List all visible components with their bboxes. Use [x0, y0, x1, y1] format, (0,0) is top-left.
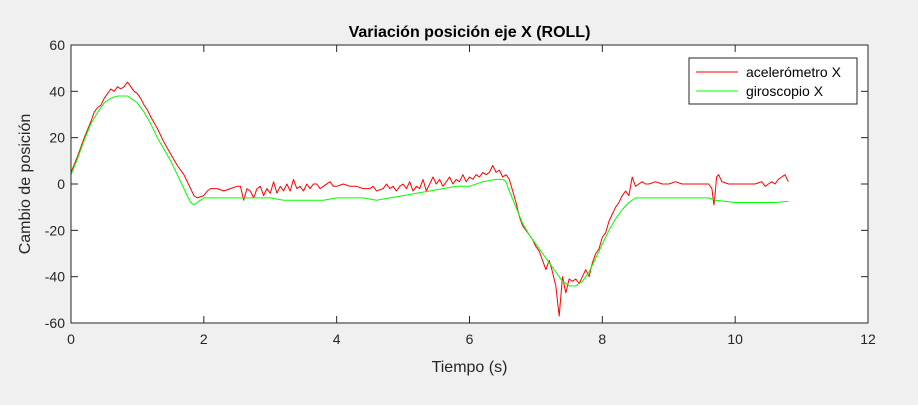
legend: acelerómetro X giroscopio X [688, 57, 858, 105]
y-tick-label: 60 [49, 37, 65, 53]
y-tick-label: 20 [49, 130, 65, 146]
y-tick-label: -60 [45, 315, 65, 331]
legend-label-acelerometro: acelerómetro X [746, 64, 842, 80]
x-tick-label: 2 [200, 331, 208, 347]
series-line-giroscopio [70, 95, 789, 287]
y-axis-label: Cambio de posición [17, 114, 34, 255]
x-axis-label: Tiempo (s) [432, 359, 508, 376]
x-tick-label: 0 [67, 331, 75, 347]
x-tick-label: 10 [727, 331, 743, 347]
y-tick-label: 0 [57, 176, 65, 192]
ticks-layer: 0 2 4 6 8 10 12 -60 -40 -20 0 20 40 60 [45, 37, 876, 347]
series-line-acelerometro [70, 81, 789, 317]
chart-title: Variación posición eje X (ROLL) [349, 24, 591, 41]
y-tick-label: 40 [49, 83, 65, 99]
x-tick-label: 12 [860, 331, 876, 347]
x-tick-label: 6 [466, 331, 474, 347]
y-tick-label: -20 [45, 222, 65, 238]
legend-box [688, 57, 858, 105]
x-tick-label: 8 [598, 331, 606, 347]
x-tick-label: 4 [333, 331, 341, 347]
legend-label-giroscopio: giroscopio X [746, 83, 824, 99]
y-tick-label: -40 [45, 269, 65, 285]
series-layer [70, 81, 789, 317]
